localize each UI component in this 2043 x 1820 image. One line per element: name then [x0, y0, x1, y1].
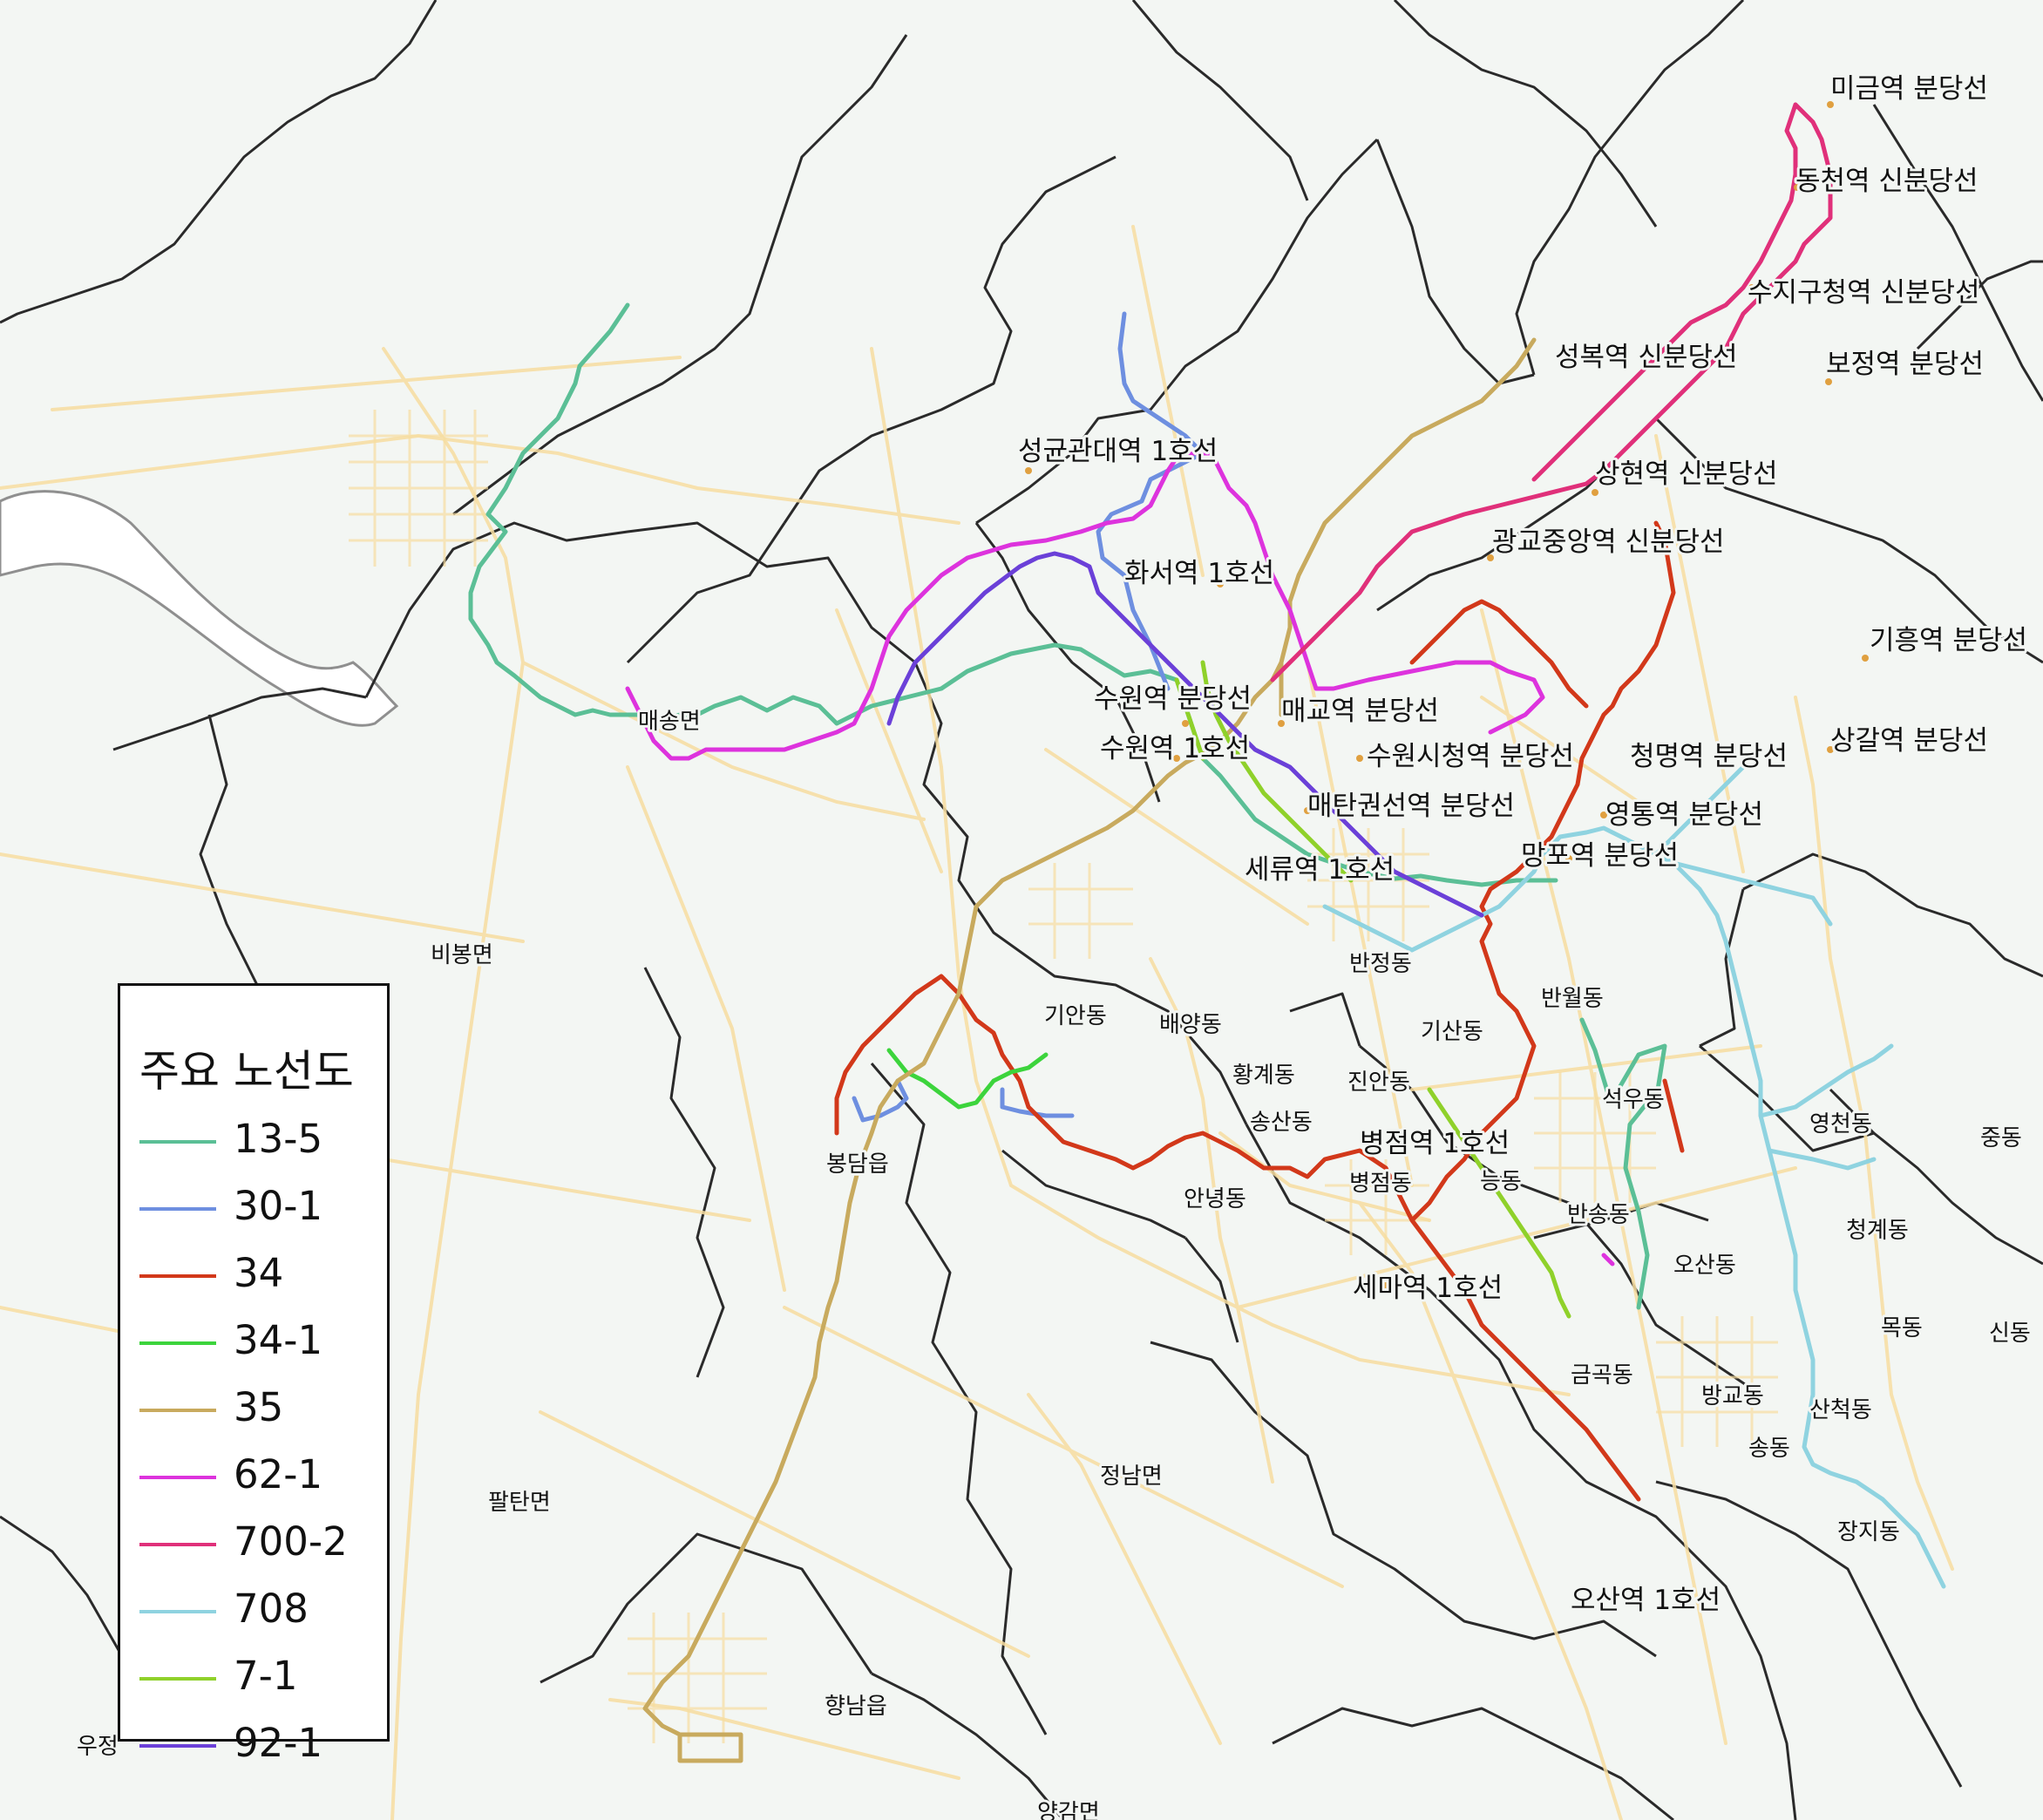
place-label: 양감면	[1037, 1800, 1100, 1820]
place-label: 기산동	[1421, 1019, 1483, 1045]
route-35	[642, 337, 1537, 1763]
place-label: 중동	[1980, 1125, 2022, 1151]
place-label: 비봉면	[431, 942, 493, 968]
station-label: 망포역 분당선	[1521, 840, 1679, 872]
legend-label: 13-5	[234, 1116, 323, 1162]
place-label: 기안동	[1044, 1003, 1107, 1029]
legend-label: 7-1	[234, 1653, 298, 1699]
water-body	[0, 490, 399, 727]
place-label: 봉담읍	[826, 1151, 889, 1178]
place-label: 송동	[1748, 1436, 1790, 1462]
place-label: 우정	[77, 1734, 119, 1760]
station-label: 수원역 1호선	[1100, 733, 1250, 764]
station-labels: 미금역 분당선 동천역 신분당선 수지구청역 신분당선 성복역 신분당선 보정역…	[1015, 71, 2030, 1619]
route-62-1	[625, 451, 1615, 1267]
place-label: 신동	[1989, 1321, 2031, 1347]
station-label: 매교역 분당선	[1281, 696, 1439, 727]
map-legend: 주요 노선도 13-5 30-1 34 34-1 35 62-1 700-2 7…	[118, 983, 390, 1766]
legend-label: 62-1	[234, 1451, 323, 1497]
station-label: 오산역 1호선	[1571, 1585, 1721, 1616]
route-30-1	[852, 311, 1205, 1123]
legend-label: 708	[234, 1586, 309, 1632]
place-label: 황계동	[1232, 1063, 1295, 1089]
station-label: 수원시청역 분당선	[1367, 741, 1574, 772]
route-92-1	[886, 551, 1484, 918]
place-label: 정남면	[1100, 1463, 1163, 1490]
station-label: 성복역 신분당선	[1555, 342, 1738, 373]
route-13-5	[468, 302, 1667, 1310]
station-label: 기흥역 분당선	[1870, 625, 2027, 656]
station-label: 광교중앙역 신분당선	[1492, 526, 1725, 558]
station-label: 보정역 분당선	[1826, 349, 1984, 380]
legend-swatch	[139, 1207, 216, 1211]
legend-label: 34	[234, 1250, 284, 1296]
legend-label: 35	[234, 1384, 284, 1430]
place-label: 능동	[1480, 1169, 1522, 1195]
legend-swatch	[139, 1543, 216, 1546]
place-label: 안녕동	[1184, 1186, 1246, 1212]
place-label: 배양동	[1159, 1012, 1222, 1038]
place-label: 반월동	[1541, 986, 1604, 1012]
station-label: 동천역 신분당선	[1795, 166, 1979, 197]
place-label: 방교동	[1701, 1383, 1764, 1409]
station-label: 병점역 1호선	[1360, 1128, 1510, 1159]
station-label: 미금역 분당선	[1830, 73, 1988, 105]
legend-swatch	[139, 1140, 216, 1144]
place-label: 영천동	[1809, 1111, 1872, 1138]
station-label: 청명역 분당선	[1630, 741, 1788, 772]
route-34	[834, 520, 1685, 1502]
legend-label: 30-1	[234, 1183, 323, 1229]
place-label: 청계동	[1846, 1218, 1909, 1244]
place-label: 석우동	[1602, 1087, 1665, 1113]
place-label: 병점동	[1349, 1171, 1412, 1197]
bus-routes	[468, 102, 1946, 1763]
legend-swatch	[139, 1274, 216, 1278]
place-label: 진안동	[1347, 1070, 1410, 1096]
place-label: 산척동	[1809, 1397, 1872, 1423]
legend-swatch	[139, 1744, 216, 1748]
place-label: 오산동	[1673, 1253, 1736, 1279]
station-label: 수원역 분당선	[1094, 683, 1252, 715]
station-label: 화서역 1호선	[1124, 558, 1274, 589]
route-700-2	[1270, 102, 1833, 682]
route-708	[1322, 764, 1946, 1589]
place-label: 매송면	[638, 709, 701, 735]
legend-swatch	[139, 1476, 216, 1479]
station-label: 매탄권선역 분당선	[1307, 791, 1515, 822]
route-34-1	[886, 1048, 1049, 1110]
legend-label: 92-1	[234, 1720, 323, 1766]
place-label: 반송동	[1567, 1202, 1630, 1228]
place-label: 향남읍	[825, 1694, 887, 1720]
legend-label: 34-1	[234, 1317, 323, 1363]
station-label: 성균관대역 1호선	[1018, 436, 1218, 467]
station-label: 영통역 분당선	[1605, 799, 1763, 831]
road-grid	[349, 410, 1778, 1743]
station-label: 상현역 신분당선	[1595, 458, 1778, 490]
place-label: 반정동	[1349, 951, 1412, 977]
station-label: 세마역 1호선	[1353, 1273, 1503, 1304]
place-label: 팔탄면	[488, 1490, 551, 1516]
station-label: 세류역 1호선	[1245, 854, 1395, 886]
road-network	[0, 225, 1954, 1820]
legend-swatch	[139, 1677, 216, 1681]
legend-label: 700-2	[234, 1518, 348, 1565]
legend-swatch	[139, 1610, 216, 1613]
legend-swatch	[139, 1409, 216, 1412]
station-markers	[1025, 101, 1869, 1607]
place-label: 금곡동	[1571, 1362, 1633, 1389]
station-label: 수지구청역 신분당선	[1748, 277, 1980, 309]
legend-swatch	[139, 1341, 216, 1345]
place-label: 송산동	[1250, 1110, 1313, 1136]
place-label: 목동	[1881, 1315, 1923, 1341]
legend-title: 주요 노선도	[139, 1046, 354, 1097]
place-labels: 매송면 비봉면 반정동 반월동 기안동 배양동 기산동 황계동 진안동 석우동 …	[74, 706, 2033, 1820]
station-label: 상갈역 분당선	[1830, 725, 1988, 757]
place-label: 장지동	[1837, 1519, 1900, 1545]
